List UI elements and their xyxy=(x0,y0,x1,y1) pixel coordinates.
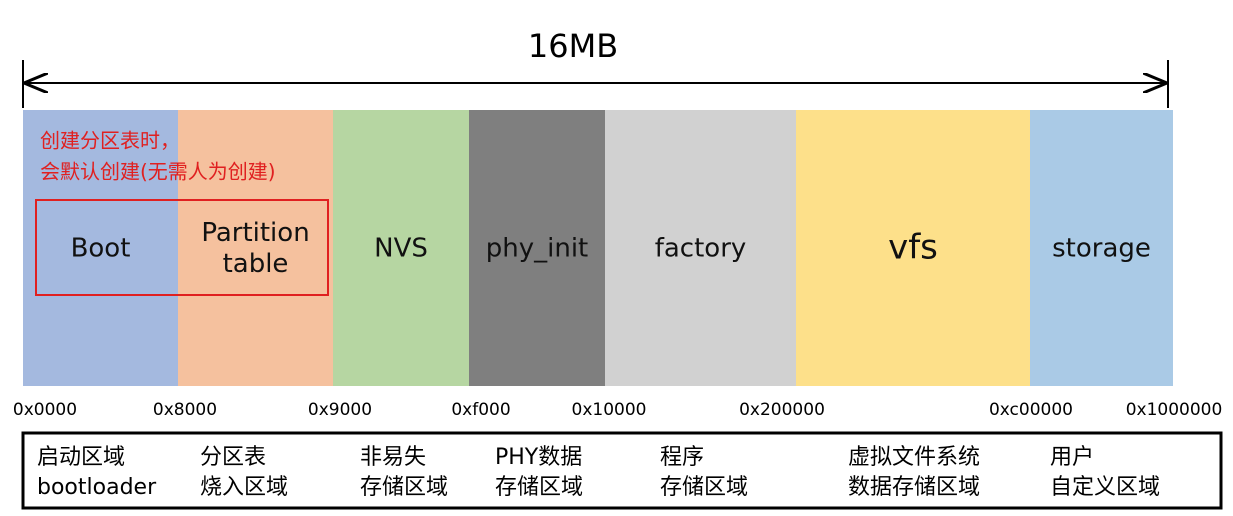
description: 烧入区域 xyxy=(200,475,288,500)
note-line: 会默认创建(无需人为创建) xyxy=(40,160,276,184)
address: 0xc00000 xyxy=(989,400,1073,420)
segment xyxy=(23,110,178,386)
segment xyxy=(469,110,605,386)
description: bootloader xyxy=(37,475,157,500)
description: 虚拟文件系统 xyxy=(848,445,980,470)
address: 0x10000 xyxy=(572,400,647,420)
segment-label: vfs xyxy=(888,228,938,268)
address: 0x8000 xyxy=(153,400,217,420)
address: 0x0000 xyxy=(13,400,77,420)
segment-label: storage xyxy=(1052,234,1151,264)
description: 程序 xyxy=(660,445,704,470)
description: 用户 xyxy=(1050,445,1094,470)
segment-label: table xyxy=(223,249,289,279)
highlight-box xyxy=(35,199,329,296)
address: 0xf000 xyxy=(451,400,510,420)
segment xyxy=(333,110,469,386)
segment-label: Partition xyxy=(201,218,309,248)
segment-label: factory xyxy=(655,234,747,264)
address: 0x200000 xyxy=(739,400,825,420)
segment xyxy=(605,110,796,386)
description: PHY数据 xyxy=(495,445,582,470)
segment-label: NVS xyxy=(374,234,428,264)
note-line: 创建分区表时， xyxy=(40,129,180,153)
description: 存储区域 xyxy=(660,475,748,500)
segment-label: phy_init xyxy=(486,234,589,264)
description: 数据存储区域 xyxy=(848,475,980,500)
description: 分区表 xyxy=(200,445,266,470)
description: 启动区域 xyxy=(37,445,125,470)
title: 16MB xyxy=(528,27,618,65)
address: 0x1000000 xyxy=(1126,400,1223,420)
description: 存储区域 xyxy=(495,475,583,500)
segment xyxy=(796,110,1030,386)
segment xyxy=(1030,110,1173,386)
address: 0x9000 xyxy=(308,400,372,420)
segment-label: Boot xyxy=(71,234,131,264)
description: 自定义区域 xyxy=(1050,475,1160,500)
description: 非易失 xyxy=(360,445,426,470)
description: 存储区域 xyxy=(360,475,448,500)
segment xyxy=(178,110,333,386)
description-box xyxy=(21,431,1223,510)
